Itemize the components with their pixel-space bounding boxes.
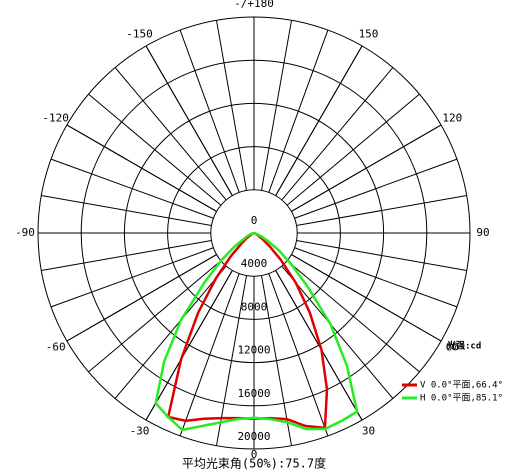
angle-tick-label: 60 bbox=[446, 341, 459, 354]
angle-grid-line bbox=[275, 45, 363, 196]
angle-tick-label: 0 bbox=[251, 448, 258, 461]
angle-tick-label: 90 bbox=[476, 226, 489, 239]
angle-grid-line bbox=[66, 124, 217, 212]
angle-tick-label: 150 bbox=[359, 28, 379, 41]
angle-tick-label: -150 bbox=[126, 28, 153, 41]
angle-grid-line bbox=[291, 124, 442, 212]
angle-tick-label: 30 bbox=[362, 424, 375, 437]
caption: 平均光束角(50%):75.7度 bbox=[182, 456, 326, 471]
angle-grid-line bbox=[66, 254, 217, 342]
angle-tick-label: -90 bbox=[15, 226, 35, 239]
angle-grid-line bbox=[145, 270, 233, 421]
angle-grid-line bbox=[145, 45, 233, 196]
legend-title: 光强:cd bbox=[446, 340, 481, 352]
r-tick-label: 0 bbox=[251, 214, 258, 227]
angle-tick-label: -120 bbox=[42, 112, 69, 125]
r-tick-label: 4000 bbox=[241, 257, 268, 270]
angle-tick-label: -/+180 bbox=[234, 0, 274, 10]
series-line bbox=[154, 231, 359, 432]
legend-label: V 0.0°平面,66.4° bbox=[420, 380, 503, 391]
angle-tick-label: 120 bbox=[442, 112, 462, 125]
legend-label: H 0.0°平面,85.1° bbox=[420, 393, 503, 404]
angle-tick-label: -60 bbox=[46, 341, 66, 354]
angle-grid-line bbox=[291, 254, 442, 342]
angle-tick-label: -30 bbox=[130, 424, 150, 437]
